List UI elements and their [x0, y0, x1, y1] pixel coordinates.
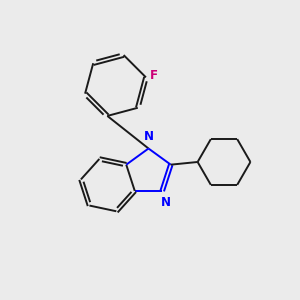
Text: N: N — [143, 130, 154, 143]
Text: N: N — [161, 196, 171, 209]
Text: F: F — [149, 69, 158, 82]
